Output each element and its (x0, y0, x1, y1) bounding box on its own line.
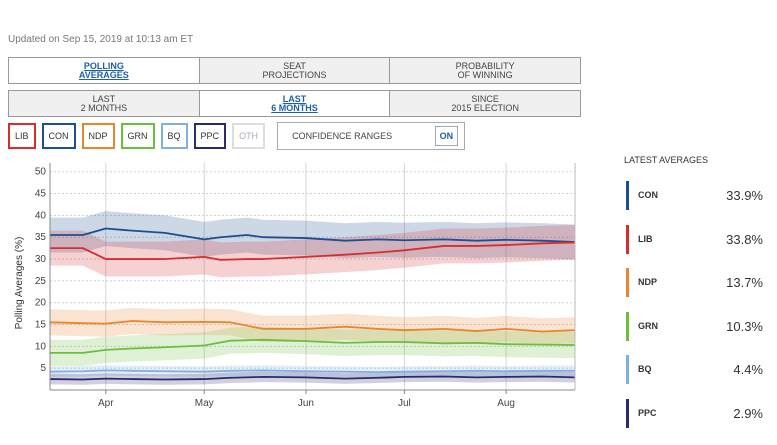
updated-timestamp: Updated on Sep 15, 2019 at 10:13 am ET (8, 34, 194, 45)
legend-party-name: NDP (638, 277, 658, 288)
legend-color-swatch (626, 311, 629, 341)
y-tick-label: 35 (35, 232, 47, 243)
legend-color-swatch (626, 355, 629, 385)
legend-party-value: 33.8% (726, 231, 763, 247)
legend-party-name: BQ (638, 364, 652, 375)
tab-label-line2: 2015 ELECTION (451, 102, 519, 113)
legend-party-value: 33.9% (726, 188, 763, 203)
polling-chart: 5 10 15 20 25 30 35 40 45 50 Apr May Jun Jul Aug Polli… (14, 163, 576, 409)
confidence-ranges-label: CONFIDENCE RANGES (292, 131, 393, 141)
tab-since-2015-election[interactable]: SINCE 2015 ELECTION (390, 91, 581, 116)
tab-label-line2: 6 MONTHS (271, 102, 318, 113)
legend-party-name: PPC (638, 407, 657, 418)
y-tick-label: 25 (35, 276, 47, 287)
legend-party-value: 10.3% (726, 318, 763, 334)
series-line-bq (49, 369, 575, 374)
confidence-bands (50, 211, 575, 385)
y-tick-label: 5 (40, 363, 46, 374)
x-tick-label: Jul (398, 398, 411, 409)
confidence-band-grn (50, 326, 575, 366)
tab-seat-projections[interactable]: SEAT PROJECTIONS (199, 58, 391, 83)
tab-label-line1: POLLING (83, 60, 124, 71)
view-tabs: POLLING AVERAGES SEAT PROJECTIONS PROBAB… (8, 57, 581, 84)
party-button-con[interactable]: CON (41, 123, 76, 149)
tab-label-line1: LAST (92, 93, 116, 104)
legend-party-name: GRN (638, 320, 658, 331)
range-tabs: LAST 2 MONTHS LAST 6 MONTHS SINCE 2015 E… (8, 90, 581, 117)
y-tick-label: 45 (35, 189, 47, 200)
party-button-lib[interactable]: LIB (8, 123, 36, 149)
latest-averages-legend: LATEST AVERAGES CON 33.9% LIB 33.8% NDP … (624, 155, 769, 437)
tab-label-line1: SEAT (283, 60, 306, 71)
legend-item-grn: GRN 10.3% (624, 306, 769, 346)
legend-item-ndp: NDP 13.7% (624, 262, 769, 302)
tab-label-line2: 2 MONTHS (80, 102, 128, 113)
legend-item-lib: LIB 33.8% (624, 219, 769, 259)
legend-color-swatch (626, 224, 629, 254)
legend-party-value: 2.9% (733, 405, 763, 421)
y-tick-label: 30 (35, 254, 47, 265)
legend-item-bq: BQ 4.4% (624, 349, 769, 389)
tab-polling-averages[interactable]: POLLING AVERAGES (9, 58, 200, 83)
tab-probability-of-winning[interactable]: PROBABILITY OF WINNING (390, 58, 581, 83)
chart-axes: 5 10 15 20 25 30 35 40 45 50 Apr May Jun Jul Aug (35, 163, 576, 409)
y-tick-label: 10 (35, 341, 47, 352)
party-button-ppc[interactable]: PPC (193, 123, 227, 149)
tab-label-line2: AVERAGES (78, 69, 129, 80)
legend-party-value: 4.4% (733, 362, 763, 378)
tab-last-2-months[interactable]: LAST 2 MONTHS (9, 91, 200, 116)
series-line-grn (50, 338, 576, 354)
confidence-ranges-control: CONFIDENCE RANGES ON (277, 122, 466, 150)
x-tick-label: Aug (497, 398, 515, 409)
y-tick-label: 50 (35, 167, 47, 178)
legend-color-swatch (626, 181, 629, 210)
series-line-con (50, 227, 576, 243)
confidence-toggle[interactable]: ON (434, 126, 459, 146)
tab-label-line1: PROBABILITY (455, 60, 515, 71)
party-button-oth[interactable]: OTH (232, 123, 266, 149)
party-button-ndp[interactable]: NDP (81, 123, 115, 149)
y-tick-label: 20 (35, 298, 47, 309)
legend-item-ppc: PPC 2.9% (624, 393, 769, 433)
confidence-band-con (50, 211, 575, 260)
legend-color-swatch (626, 398, 629, 428)
confidence-band-ndp (50, 307, 575, 345)
series-lines (49, 227, 576, 381)
tab-label-line2: OF WINNING (457, 69, 513, 80)
tab-label-line1: SINCE (471, 93, 499, 104)
x-tick-label: May (195, 398, 214, 409)
legend-color-swatch (626, 268, 629, 298)
party-button-bq[interactable]: BQ (160, 123, 188, 149)
tab-last-6-months[interactable]: LAST 6 MONTHS (199, 91, 391, 116)
tab-label-line2: PROJECTIONS (262, 69, 327, 80)
x-tick-label: Apr (98, 398, 114, 409)
y-tick-label: 15 (35, 320, 47, 331)
legend-party-name: LIB (638, 233, 653, 244)
chart-grid (50, 163, 575, 390)
legend-party-value: 13.7% (726, 275, 763, 291)
legend-title: LATEST AVERAGES (624, 155, 709, 165)
party-button-grn[interactable]: GRN (120, 123, 155, 149)
legend-party-name: CON (638, 190, 658, 200)
y-axis-label: Polling Averages (%) (14, 237, 25, 330)
x-tick-label: Jun (298, 398, 314, 409)
series-line-ndp (49, 320, 576, 333)
confidence-band-lib (50, 224, 575, 278)
y-tick-label: 40 (35, 210, 47, 221)
series-line-lib (50, 241, 576, 261)
series-line-ppc (49, 375, 576, 381)
party-filter-bar: LIB CON NDP GRN BQ PPC OTH CONFIDENCE RA… (8, 121, 466, 151)
legend-item-con: CON 33.9% (624, 175, 769, 215)
tab-label-line1: LAST (282, 93, 307, 104)
